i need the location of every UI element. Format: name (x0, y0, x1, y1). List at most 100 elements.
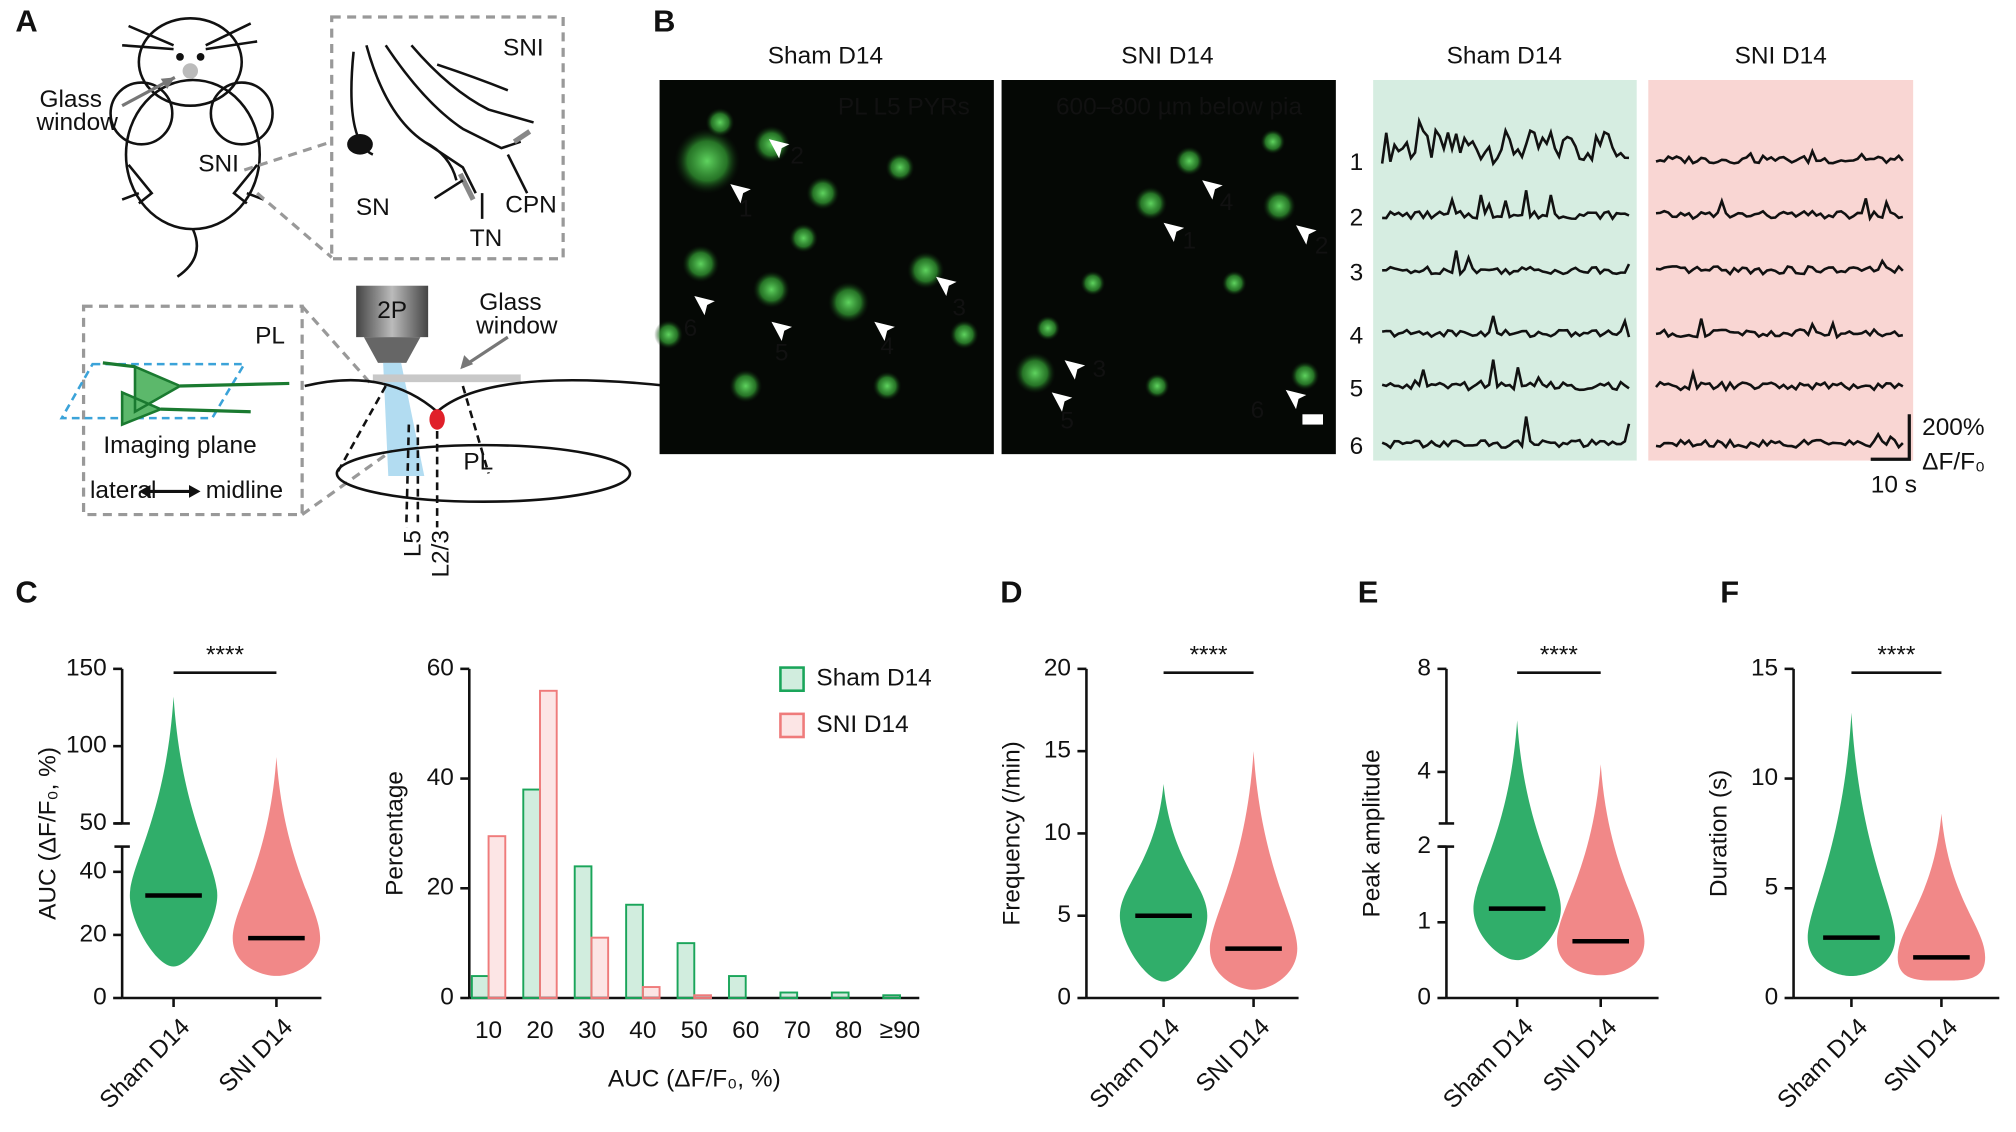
legend-swatch (779, 712, 805, 739)
label: 600–800 µm below pia (1056, 94, 1303, 121)
cell-number: 5 (775, 339, 789, 366)
y-tick-label: 20 (80, 920, 107, 947)
data-swarm (1897, 813, 1986, 981)
y-tick-label: 50 (80, 809, 107, 836)
bar (573, 865, 593, 999)
cell-body (1035, 315, 1061, 341)
cell-number: 3 (952, 294, 966, 321)
calcium-trace (1655, 147, 1904, 166)
cell-body (1262, 189, 1296, 223)
cell-body (674, 128, 741, 194)
x-tick-label: Sham D14 (1438, 1013, 1539, 1114)
y-tick-label: 40 (427, 764, 454, 791)
significance: **** (206, 641, 244, 668)
cell-body (1080, 270, 1106, 296)
bar (676, 942, 696, 999)
y-tick-label: 10 (1044, 819, 1071, 846)
label: PL (463, 449, 493, 476)
arrowhead (1064, 360, 1086, 380)
label: window (35, 109, 118, 136)
imaging-panel (654, 80, 1914, 461)
y-tick-label: 0 (1765, 983, 1779, 1010)
cell-body (1144, 373, 1170, 399)
label: Glass (40, 86, 102, 113)
y-tick-label: 5 (1765, 874, 1779, 901)
bar (470, 975, 490, 999)
y-axis-label: Duration (s) (1706, 770, 1733, 898)
x-tick-label: Sham D14 (1772, 1013, 1873, 1114)
calcium-trace (1655, 368, 1904, 393)
cell-body (1174, 146, 1204, 176)
label: PL L5 PYRs (838, 94, 970, 121)
y-axis-label: Peak amplitude (1359, 749, 1386, 917)
arrowhead (874, 321, 895, 341)
label: L2/3 (428, 530, 455, 578)
cell-number: 6 (1251, 397, 1265, 424)
panel-title: SNI D14 (1735, 42, 1827, 69)
calcium-trace (1655, 431, 1904, 450)
y-tick-label: 0 (440, 983, 454, 1010)
cell-body (705, 108, 735, 137)
calcium-trace (1381, 416, 1631, 450)
panel-title: Sham D14 (1447, 42, 1562, 69)
y-tick-label: 20 (427, 874, 454, 901)
panel-title: Sham D14 (768, 42, 883, 69)
significance: **** (1877, 641, 1915, 668)
legend-label: Sham D14 (816, 665, 931, 692)
cell-body (789, 223, 818, 253)
y-tick-label: 0 (93, 983, 107, 1010)
panel-label: A (15, 4, 37, 39)
cell-body (654, 320, 683, 349)
x-tick-label: 20 (526, 1017, 553, 1044)
label: SN (356, 194, 390, 221)
cell-number: 4 (880, 333, 894, 360)
label: midline (206, 477, 283, 504)
diagram (59, 15, 669, 528)
bar (693, 994, 712, 999)
panel-title: SNI D14 (1121, 42, 1213, 69)
y-tick-label: 5 (1057, 901, 1071, 928)
arrowhead (694, 296, 715, 316)
arrowhead (1285, 389, 1307, 410)
arrowhead (771, 321, 792, 341)
cell-body (907, 251, 945, 289)
y-tick-label: 10 (1751, 764, 1778, 791)
cell-body (1134, 186, 1168, 220)
x-tick-label: Sham D14 (95, 1013, 196, 1114)
label: SNI (198, 150, 239, 177)
calcium-trace (1380, 116, 1630, 167)
bar (882, 994, 901, 999)
label: Glass (479, 289, 541, 316)
bar (522, 788, 541, 999)
y-tick-label: 1 (1417, 908, 1431, 935)
label: Imaging plane (103, 432, 256, 459)
x-tick-label: 70 (784, 1017, 811, 1044)
cell-body (682, 245, 720, 283)
cell-body (828, 281, 870, 323)
data-swarm (1473, 720, 1561, 961)
x-axis-label: AUC (ΔF/F₀, %) (608, 1066, 781, 1093)
cell-body (949, 320, 979, 349)
panel-label: F (1720, 574, 1739, 609)
label: CPN (505, 191, 557, 218)
bar (641, 986, 661, 999)
y-tick-label: 0 (1057, 983, 1071, 1010)
scale-label: ΔF/F₀ (1922, 449, 1985, 476)
cell-number: 5 (1060, 407, 1074, 434)
arrowhead (768, 139, 790, 159)
data-swarm (1807, 712, 1896, 977)
label: SNI (503, 35, 544, 62)
arrowhead (1163, 222, 1185, 242)
panel-label: C (15, 574, 37, 609)
label: TN (470, 225, 503, 252)
scale-label: 200% (1922, 414, 1984, 441)
y-tick-label: 60 (427, 654, 454, 681)
bar (830, 991, 850, 999)
bar (590, 936, 610, 999)
cell-number: 1 (739, 195, 753, 222)
cell-body (885, 153, 915, 182)
panel-label: E (1358, 574, 1379, 609)
bar (728, 975, 747, 999)
significance: **** (1190, 641, 1228, 668)
